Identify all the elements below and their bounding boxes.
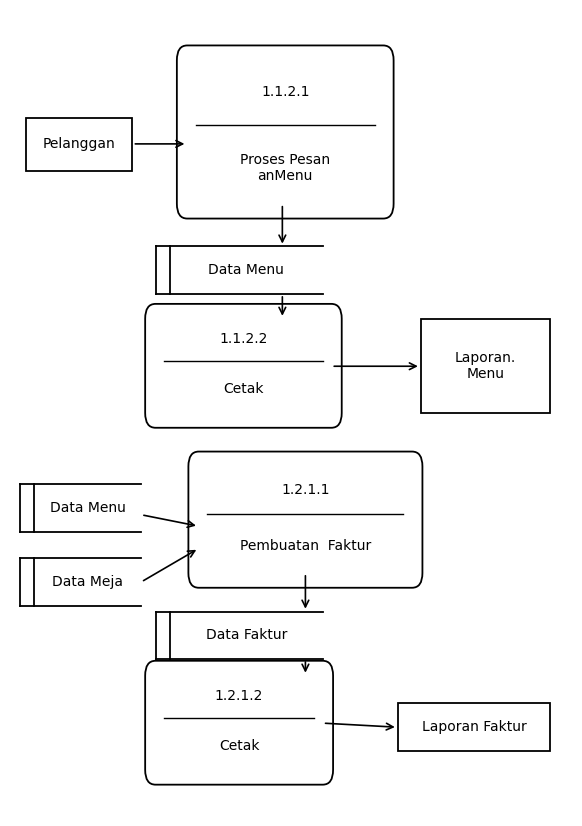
Bar — [421, 319, 551, 413]
Text: Data Faktur: Data Faktur — [205, 629, 287, 643]
FancyBboxPatch shape — [189, 452, 423, 588]
Bar — [155, 246, 322, 294]
Bar — [20, 484, 141, 532]
Bar — [155, 611, 322, 659]
Text: 1.1.2.1: 1.1.2.1 — [261, 85, 310, 99]
Text: Data Menu: Data Menu — [208, 263, 284, 278]
Bar — [398, 704, 551, 751]
FancyBboxPatch shape — [145, 304, 342, 428]
Text: Laporan Faktur: Laporan Faktur — [421, 720, 526, 734]
Text: Proses Pesan
anMenu: Proses Pesan anMenu — [240, 153, 331, 183]
Text: Data Meja: Data Meja — [52, 575, 123, 589]
Bar — [20, 558, 141, 605]
Bar — [26, 117, 133, 171]
Text: Laporan.
Menu: Laporan. Menu — [455, 351, 516, 381]
Text: 1.1.2.2: 1.1.2.2 — [219, 332, 268, 346]
Text: Cetak: Cetak — [223, 382, 264, 396]
FancyBboxPatch shape — [145, 661, 333, 785]
Text: Pembuatan  Faktur: Pembuatan Faktur — [240, 539, 371, 553]
Text: 1.2.1.1: 1.2.1.1 — [281, 482, 329, 496]
FancyBboxPatch shape — [177, 45, 393, 219]
Text: Pelanggan: Pelanggan — [43, 137, 116, 151]
Text: Data Menu: Data Menu — [50, 501, 126, 515]
Text: Cetak: Cetak — [219, 739, 260, 753]
Text: 1.2.1.2: 1.2.1.2 — [215, 690, 263, 703]
